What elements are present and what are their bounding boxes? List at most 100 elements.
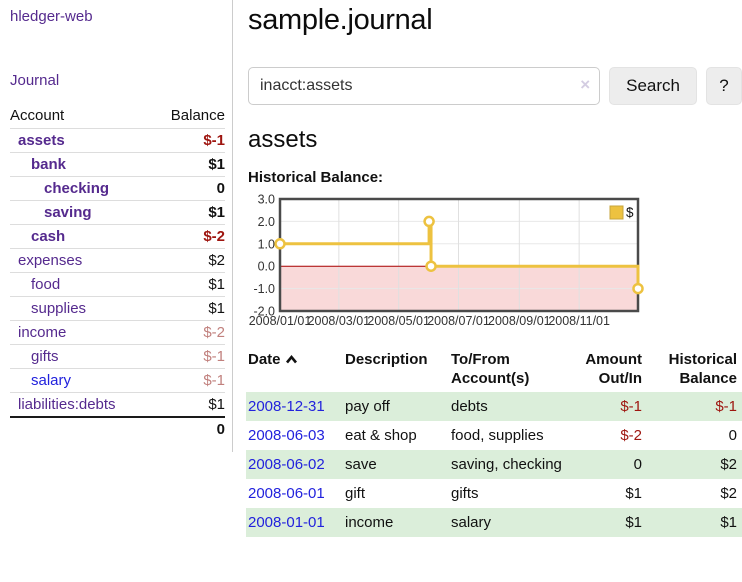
account-row: income $-2 <box>10 320 225 345</box>
data-point-marker <box>425 260 437 272</box>
x-tick-label: 2008/11/01 <box>548 314 610 328</box>
legend-label: $ <box>626 205 634 220</box>
account-row: liabilities:debts $1 <box>10 392 225 417</box>
app-brand-link[interactable]: hledger-web <box>10 8 93 25</box>
account-balance: $1 <box>152 392 225 417</box>
transaction-date-link[interactable]: 2008-12-31 <box>248 398 325 415</box>
account-balance: 0 <box>152 176 225 201</box>
search-row: × Search ? <box>248 67 742 105</box>
transaction-date-link[interactable]: 2008-06-02 <box>248 456 325 473</box>
register-table: Date Description To/From Account(s) Amoun… <box>246 348 742 537</box>
page-title: sample.journal <box>248 4 433 36</box>
y-tick-label: -1.0 <box>253 282 275 296</box>
plot-border <box>278 197 640 313</box>
accounts-total-row: 0 <box>10 416 225 441</box>
account-row: expenses $2 <box>10 248 225 273</box>
account-balance: $-1 <box>152 128 225 153</box>
transaction-amount: 0 <box>633 456 642 473</box>
register-header-date-label: Date <box>248 351 281 368</box>
account-link[interactable]: cash <box>31 228 66 245</box>
account-balance: $-2 <box>152 224 225 249</box>
sort-ascending-icon <box>285 351 298 370</box>
account-row: checking 0 <box>10 176 225 201</box>
account-link[interactable]: gifts <box>31 348 59 365</box>
y-tick-label: 2.0 <box>258 215 275 229</box>
y-tick-label: 1.0 <box>258 237 275 251</box>
register-row: 2008-06-01 gift gifts $1 $2 <box>246 479 742 508</box>
account-balance: $1 <box>152 296 225 321</box>
account-title: assets <box>248 126 318 153</box>
account-link[interactable]: bank <box>31 156 67 173</box>
transaction-balance: $-1 <box>715 398 737 415</box>
chart-section-label: Historical Balance: <box>248 169 384 186</box>
y-tick-label: -2.0 <box>253 305 275 319</box>
account-row: supplies $1 <box>10 296 225 321</box>
transaction-amount: $-1 <box>620 398 642 415</box>
transaction-balance: $1 <box>720 514 737 531</box>
transaction-balance: 0 <box>728 427 737 444</box>
account-link[interactable]: expenses <box>18 252 83 269</box>
account-balance: $-1 <box>152 368 225 393</box>
account-link[interactable]: assets <box>18 132 65 149</box>
transaction-description: income <box>345 514 394 531</box>
transaction-accounts: salary <box>451 514 492 531</box>
transaction-description: save <box>345 456 377 473</box>
transaction-date-link[interactable]: 2008-06-01 <box>248 485 325 502</box>
data-point-marker <box>632 282 644 295</box>
data-point-marker <box>423 215 435 228</box>
account-link[interactable]: checking <box>44 180 110 197</box>
search-button[interactable]: Search <box>609 67 697 105</box>
account-balance: $2 <box>152 248 225 273</box>
transaction-balance: $2 <box>720 485 737 502</box>
register-header-balance: Historical Balance <box>668 351 737 387</box>
account-link[interactable]: saving <box>44 204 92 221</box>
transaction-amount: $-2 <box>620 427 642 444</box>
account-balance: $-1 <box>152 344 225 369</box>
account-link[interactable]: food <box>31 276 61 293</box>
transaction-date-link[interactable]: 2008-01-01 <box>248 514 325 531</box>
transaction-accounts: saving, checking <box>451 456 562 473</box>
accounts-header-balance: Balance <box>170 107 225 124</box>
x-tick-label: 2008/01/01 <box>249 314 312 328</box>
account-row: cash $-2 <box>10 224 225 249</box>
register-row: 2008-06-02 save saving, checking 0 $2 <box>246 450 742 479</box>
register-row: 2008-01-01 income salary $1 $1 <box>246 508 742 537</box>
transaction-date-link[interactable]: 2008-06-03 <box>248 427 325 444</box>
register-header-description: Description <box>345 351 428 368</box>
nav-journal-link[interactable]: Journal <box>10 72 60 89</box>
account-link[interactable]: income <box>18 324 67 341</box>
legend-swatch <box>609 205 624 220</box>
transaction-amount: $1 <box>625 485 642 502</box>
main-content: sample.journal × Search ? assets Histori… <box>246 0 742 537</box>
account-row: saving $1 <box>10 200 225 225</box>
transaction-amount: $1 <box>625 514 642 531</box>
transaction-description: pay off <box>345 398 390 415</box>
transaction-balance: $2 <box>720 456 737 473</box>
account-row: bank $1 <box>10 152 225 177</box>
historical-balance-chart: $3.0 2.0 1.0 0.0 -1.0 -2.02008/01/012008/03/0… <box>249 193 644 328</box>
account-link[interactable]: liabilities:debts <box>18 396 116 413</box>
register-row: 2008-12-31 pay off debts $-1 $-1 <box>246 392 742 421</box>
account-balance: $-2 <box>152 320 225 345</box>
account-row: food $1 <box>10 272 225 297</box>
account-balance: $1 <box>152 200 225 225</box>
data-point-marker <box>274 238 286 250</box>
help-button[interactable]: ? <box>706 67 742 105</box>
account-link[interactable]: salary <box>31 372 72 389</box>
account-link[interactable]: supplies <box>31 300 87 317</box>
x-tick-label: 2008/07/01 <box>427 314 490 328</box>
account-row: salary $-1 <box>10 368 225 393</box>
clear-search-icon[interactable]: × <box>580 75 591 94</box>
sidebar: hledger-web Journal Account Balance asse… <box>0 0 233 452</box>
register-header-amount: Amount Out/In <box>585 351 642 387</box>
account-balance: $1 <box>152 152 225 177</box>
accounts-table: Account Balance assets $-1 bank $1 checking 0… <box>10 104 225 441</box>
transaction-accounts: debts <box>451 398 488 415</box>
transaction-description: gift <box>345 485 366 502</box>
account-row: gifts $-1 <box>10 344 225 369</box>
y-tick-label: 3.0 <box>258 193 275 207</box>
register-header-date[interactable]: Date <box>246 348 343 392</box>
search-input[interactable] <box>248 67 601 105</box>
account-row: assets $-1 <box>10 128 225 153</box>
y-tick-label: 0.0 <box>258 260 275 274</box>
